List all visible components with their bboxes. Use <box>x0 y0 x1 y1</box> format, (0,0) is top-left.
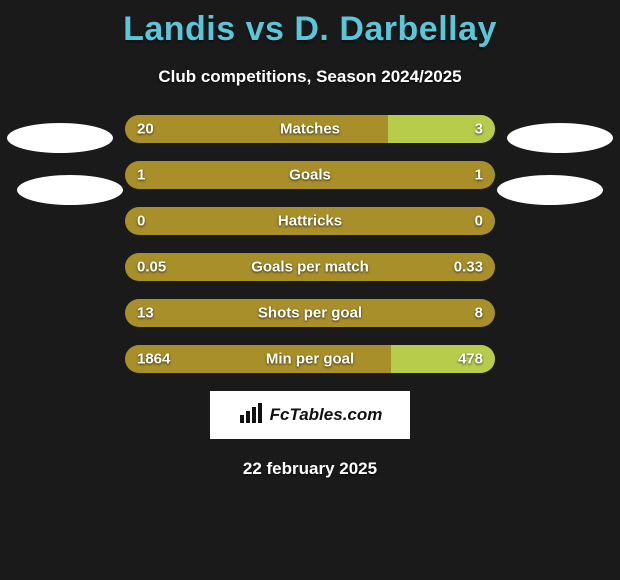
stat-label: Goals <box>289 167 331 184</box>
stat-value-right: 8 <box>475 305 483 322</box>
stat-bar-left <box>125 115 388 143</box>
stat-row: 1 1 Goals <box>125 161 495 189</box>
stat-row: 0 0 Hattricks <box>125 207 495 235</box>
stat-value-left: 0.05 <box>137 259 166 276</box>
stat-value-left: 1 <box>137 167 145 184</box>
comparison-bars: 20 3 Matches 1 1 Goals 0 0 Hattricks 0.05 0.33 Goal… <box>125 115 495 373</box>
branding: FcTables.com <box>210 391 410 439</box>
stat-value-right: 0.33 <box>454 259 483 276</box>
stat-row: 0.05 0.33 Goals per match <box>125 253 495 281</box>
stat-value-left: 0 <box>137 213 145 230</box>
stat-value-left: 20 <box>137 121 154 138</box>
player-left-badge-1 <box>7 123 113 153</box>
stat-value-right: 0 <box>475 213 483 230</box>
stat-label: Min per goal <box>266 351 354 368</box>
branding-chart-icon <box>238 401 266 430</box>
stat-value-right: 3 <box>475 121 483 138</box>
stat-label: Goals per match <box>251 259 369 276</box>
stat-value-right: 1 <box>475 167 483 184</box>
stat-row: 1864 478 Min per goal <box>125 345 495 373</box>
stat-value-left: 1864 <box>137 351 170 368</box>
player-right-badge-2 <box>497 175 603 205</box>
branding-text: FcTables.com <box>270 405 383 425</box>
stat-label: Shots per goal <box>258 305 362 322</box>
subtitle: Club competitions, Season 2024/2025 <box>0 67 620 87</box>
stat-value-left: 13 <box>137 305 154 322</box>
stat-label: Hattricks <box>278 213 342 230</box>
stat-row: 20 3 Matches <box>125 115 495 143</box>
player-left-badge-2 <box>17 175 123 205</box>
stat-value-right: 478 <box>458 351 483 368</box>
stat-label: Matches <box>280 121 340 138</box>
player-right-badge-1 <box>507 123 613 153</box>
stat-row: 13 8 Shots per goal <box>125 299 495 327</box>
date-text: 22 february 2025 <box>0 459 620 479</box>
page-title: Landis vs D. Darbellay <box>0 0 620 49</box>
